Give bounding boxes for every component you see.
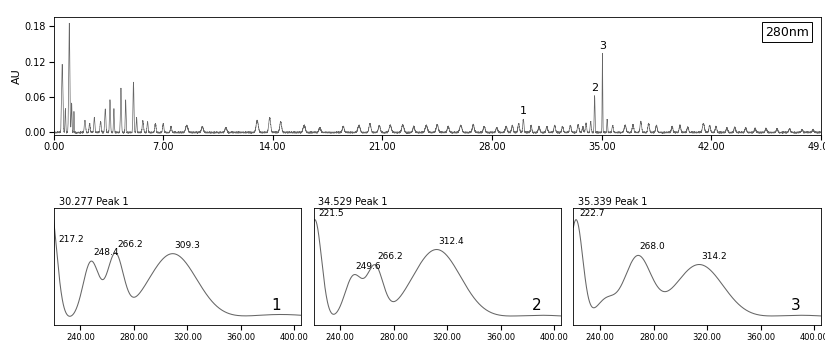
Text: 34.529 Peak 1: 34.529 Peak 1 [318, 197, 388, 207]
Text: 221.5: 221.5 [318, 209, 344, 218]
Text: 280nm: 280nm [766, 26, 809, 38]
Text: 1: 1 [271, 299, 281, 313]
Text: 248.4: 248.4 [93, 248, 119, 257]
Y-axis label: AU: AU [12, 68, 21, 84]
Text: 222.7: 222.7 [579, 209, 605, 218]
Text: 309.3: 309.3 [175, 241, 200, 250]
Text: 266.2: 266.2 [377, 252, 403, 261]
Text: 2: 2 [591, 83, 598, 93]
Text: 2: 2 [531, 299, 541, 313]
Text: 217.2: 217.2 [59, 235, 84, 244]
Text: 35.339 Peak 1: 35.339 Peak 1 [578, 197, 648, 207]
Text: 1: 1 [520, 106, 527, 116]
Text: 249.6: 249.6 [356, 262, 381, 271]
Text: 3: 3 [791, 299, 801, 313]
Text: 3: 3 [599, 41, 606, 51]
Text: 30.277 Peak 1: 30.277 Peak 1 [59, 197, 128, 207]
Text: 266.2: 266.2 [117, 240, 143, 249]
Text: 314.2: 314.2 [701, 252, 727, 261]
Text: 312.4: 312.4 [439, 237, 464, 246]
Text: 268.0: 268.0 [639, 243, 665, 252]
